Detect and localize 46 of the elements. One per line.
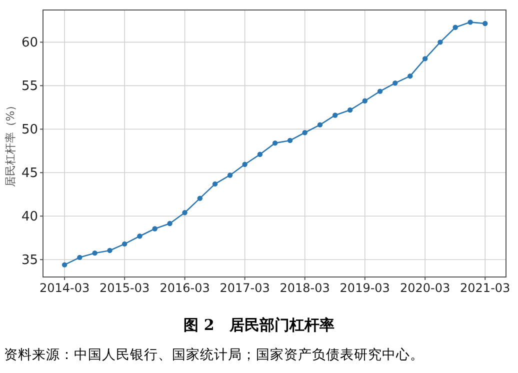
point bbox=[242, 162, 248, 167]
point bbox=[377, 88, 383, 94]
point bbox=[152, 226, 158, 232]
point bbox=[452, 24, 458, 30]
x-tick-label: 2018-03 bbox=[280, 281, 330, 295]
x-tick-label: 2016-03 bbox=[160, 281, 210, 295]
x-tick-label: 2015-03 bbox=[100, 281, 150, 295]
point bbox=[197, 196, 203, 201]
point bbox=[422, 56, 428, 62]
point bbox=[408, 74, 413, 79]
y-tick-label: 40 bbox=[21, 210, 38, 225]
point bbox=[167, 220, 172, 226]
text: 图 2 居民部门杠杆率 bbox=[184, 316, 334, 334]
point bbox=[77, 254, 82, 260]
point bbox=[302, 130, 308, 136]
y-tick-label: 55 bbox=[21, 79, 38, 94]
point bbox=[482, 20, 488, 26]
text: 资料来源：中国人民银行、国家统计局；国家资产负债表研究中心。 bbox=[4, 347, 424, 363]
y-axis-title: 居民杠杆率（%） bbox=[4, 100, 17, 188]
point bbox=[212, 181, 218, 187]
x-tick-label: 2021-03 bbox=[460, 281, 510, 295]
x-tick-label: 2017-03 bbox=[220, 281, 270, 295]
point bbox=[257, 152, 263, 157]
point bbox=[122, 241, 128, 247]
point bbox=[347, 107, 353, 113]
y-tick-label: 50 bbox=[21, 122, 38, 138]
point bbox=[62, 262, 68, 268]
x-tick-label: 2014-03 bbox=[39, 281, 90, 295]
point bbox=[107, 248, 112, 254]
x-tick-label: 2020-03 bbox=[400, 281, 450, 295]
y-tick-label: 60 bbox=[21, 36, 38, 51]
point bbox=[137, 234, 142, 239]
x-tick-label: 2019-03 bbox=[340, 281, 390, 295]
point bbox=[468, 20, 473, 25]
point bbox=[227, 172, 233, 178]
point bbox=[392, 80, 398, 86]
point bbox=[362, 98, 368, 104]
point bbox=[332, 112, 338, 118]
point bbox=[317, 122, 323, 128]
point bbox=[92, 250, 98, 256]
point bbox=[182, 210, 188, 216]
y-tick-label: 45 bbox=[21, 166, 38, 182]
point bbox=[287, 138, 293, 144]
point bbox=[438, 40, 443, 45]
point bbox=[272, 140, 278, 146]
y-tick-label: 35 bbox=[21, 253, 38, 268]
